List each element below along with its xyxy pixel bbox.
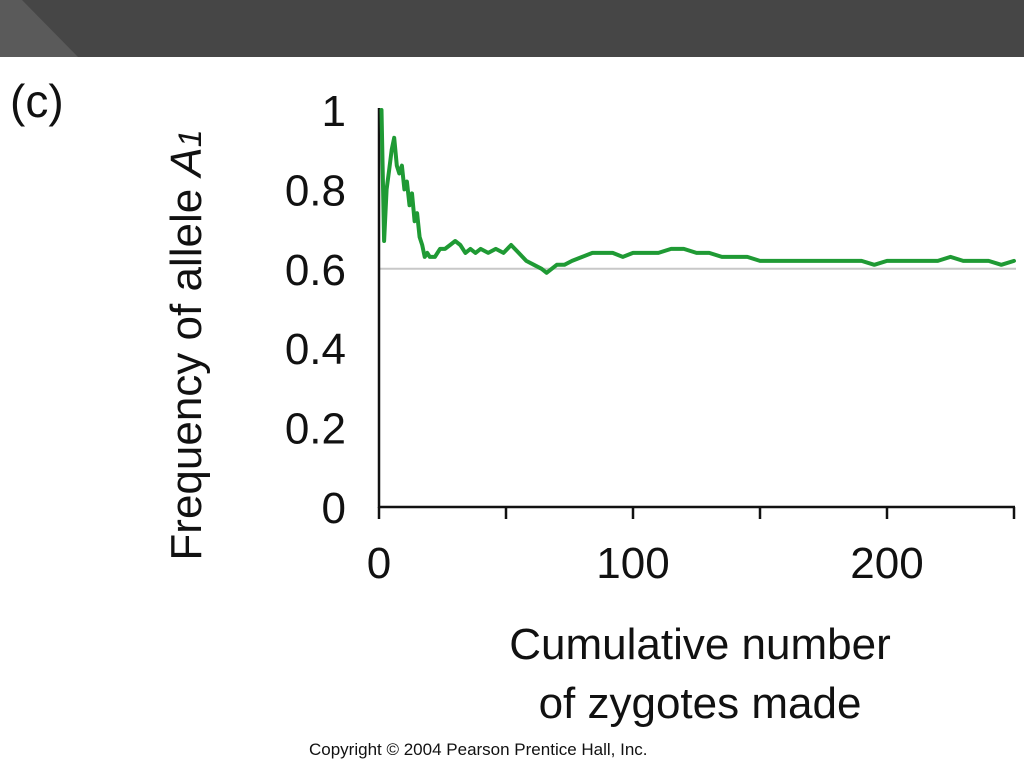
y-tick-label: 0.4 (285, 325, 346, 374)
x-tick-label: 200 (850, 539, 923, 588)
chevron-decoration (0, 0, 78, 57)
series-line (379, 108, 1016, 275)
y-axis-label-container: Frequency of allele A1 (152, 0, 222, 768)
y-tick-label: 0.8 (285, 166, 346, 215)
copyright-notice: Copyright © 2004 Pearson Prentice Hall, … (309, 740, 648, 759)
y-tick-label: 1 (322, 87, 346, 136)
y-tick-label: 0 (322, 484, 346, 533)
x-tick-label: 100 (596, 539, 669, 588)
y-tick-label: 0.2 (285, 405, 346, 454)
y-axis-label: Frequency of allele A1 (162, 129, 211, 561)
x-tick-label: 0 (367, 539, 391, 588)
x-axis-label-line1: Cumulative number (509, 620, 891, 669)
y-tick-label: 0.6 (285, 246, 346, 295)
y-axis-label-text: Frequency of allele (162, 176, 211, 561)
panel-label: (c) (10, 75, 64, 127)
y-axis-label-subscript: 1 (172, 129, 208, 148)
x-axis-label: Cumulative number of zygotes made (440, 615, 960, 734)
header-bar (0, 0, 1024, 57)
x-axis-label-line2: of zygotes made (538, 679, 862, 729)
y-axis-label-allele: A (162, 147, 211, 177)
